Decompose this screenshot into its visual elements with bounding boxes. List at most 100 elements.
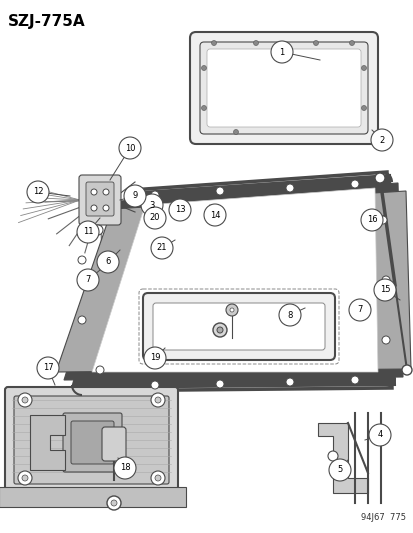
Circle shape: [114, 457, 136, 479]
Text: 19: 19: [150, 353, 160, 362]
Circle shape: [201, 66, 206, 70]
Circle shape: [350, 376, 358, 384]
Text: 13: 13: [174, 206, 185, 214]
Circle shape: [349, 41, 354, 45]
Text: 11: 11: [83, 228, 93, 237]
Circle shape: [151, 191, 159, 199]
Text: 3: 3: [149, 200, 154, 209]
Circle shape: [285, 184, 293, 192]
Circle shape: [78, 316, 86, 324]
FancyBboxPatch shape: [206, 49, 360, 127]
Circle shape: [253, 41, 258, 45]
Circle shape: [313, 41, 318, 45]
Text: 1: 1: [279, 47, 284, 56]
Circle shape: [285, 378, 293, 386]
Text: 94J67  775: 94J67 775: [360, 513, 405, 522]
FancyBboxPatch shape: [14, 396, 169, 484]
Text: 20: 20: [150, 214, 160, 222]
Circle shape: [373, 279, 395, 301]
Circle shape: [374, 173, 384, 183]
FancyBboxPatch shape: [71, 421, 114, 464]
Circle shape: [327, 451, 337, 461]
Circle shape: [144, 207, 166, 229]
Text: 6: 6: [105, 257, 110, 266]
Circle shape: [93, 225, 103, 235]
Polygon shape: [317, 423, 367, 493]
Circle shape: [211, 41, 216, 45]
Polygon shape: [75, 172, 391, 391]
Text: 15: 15: [379, 286, 389, 295]
Text: SZJ-775A: SZJ-775A: [8, 14, 85, 29]
Text: 18: 18: [119, 464, 130, 472]
Text: 21: 21: [157, 244, 167, 253]
Circle shape: [151, 393, 165, 407]
Circle shape: [361, 106, 366, 110]
FancyBboxPatch shape: [86, 182, 114, 216]
Polygon shape: [56, 191, 410, 372]
FancyBboxPatch shape: [199, 42, 367, 134]
Polygon shape: [72, 175, 394, 388]
FancyBboxPatch shape: [153, 303, 324, 350]
Circle shape: [381, 336, 389, 344]
Circle shape: [141, 194, 163, 216]
Text: 9: 9: [132, 191, 137, 200]
Circle shape: [225, 304, 237, 316]
Text: 14: 14: [209, 211, 220, 220]
Text: 10: 10: [124, 143, 135, 152]
Circle shape: [91, 206, 99, 214]
FancyBboxPatch shape: [79, 175, 121, 225]
Text: 8: 8: [287, 311, 292, 319]
Circle shape: [22, 475, 28, 481]
Text: 2: 2: [378, 135, 384, 144]
Circle shape: [107, 496, 121, 510]
Text: 16: 16: [366, 215, 376, 224]
Polygon shape: [30, 415, 65, 470]
FancyBboxPatch shape: [142, 293, 334, 360]
FancyBboxPatch shape: [5, 387, 178, 493]
Text: 12: 12: [33, 188, 43, 197]
Circle shape: [381, 276, 389, 284]
Circle shape: [151, 237, 173, 259]
Circle shape: [96, 366, 104, 374]
Circle shape: [169, 199, 190, 221]
Circle shape: [78, 256, 86, 264]
Circle shape: [97, 251, 119, 273]
Circle shape: [154, 397, 161, 403]
Circle shape: [91, 205, 97, 211]
Circle shape: [328, 459, 350, 481]
Polygon shape: [64, 183, 402, 380]
Circle shape: [348, 299, 370, 321]
Circle shape: [216, 327, 223, 333]
Circle shape: [103, 189, 109, 195]
Circle shape: [278, 304, 300, 326]
Circle shape: [271, 41, 292, 63]
Text: 17: 17: [43, 364, 53, 373]
FancyBboxPatch shape: [0, 487, 185, 507]
Circle shape: [27, 181, 49, 203]
Circle shape: [233, 130, 238, 134]
Circle shape: [111, 500, 117, 506]
Circle shape: [154, 475, 161, 481]
Circle shape: [119, 137, 141, 159]
Circle shape: [361, 66, 366, 70]
Circle shape: [103, 205, 109, 211]
Circle shape: [18, 471, 32, 485]
Circle shape: [350, 180, 358, 188]
Circle shape: [151, 471, 165, 485]
Circle shape: [204, 204, 225, 226]
Circle shape: [144, 347, 166, 369]
Polygon shape: [92, 188, 377, 372]
Circle shape: [370, 129, 392, 151]
Circle shape: [212, 323, 226, 337]
Circle shape: [216, 187, 223, 195]
FancyBboxPatch shape: [102, 427, 126, 461]
Text: 4: 4: [377, 431, 382, 440]
Circle shape: [124, 185, 146, 207]
Circle shape: [77, 269, 99, 291]
FancyBboxPatch shape: [190, 32, 377, 144]
Circle shape: [201, 106, 206, 110]
Circle shape: [91, 189, 97, 195]
Text: 7: 7: [85, 276, 90, 285]
Circle shape: [378, 216, 386, 224]
Circle shape: [230, 308, 233, 312]
